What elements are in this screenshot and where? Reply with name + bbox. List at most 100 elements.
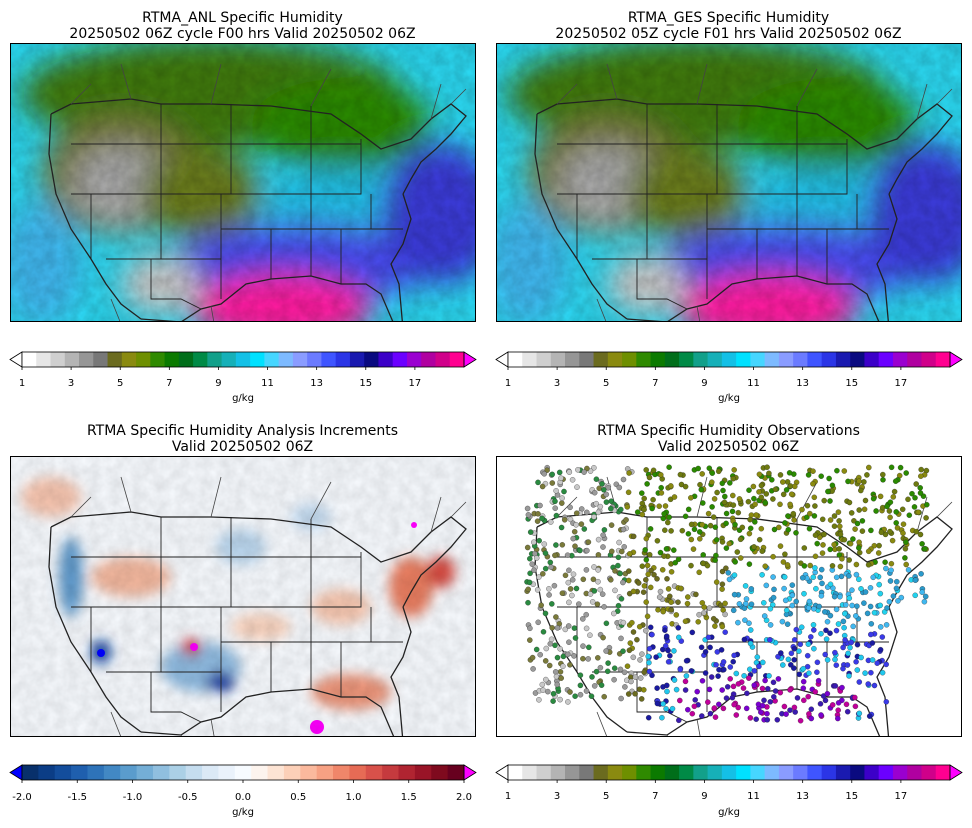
observation-dot: [709, 504, 715, 510]
observation-dot: [890, 593, 897, 599]
colorbar-swatch: [878, 765, 894, 780]
colorbar-swatch: [579, 765, 595, 780]
observation-dot: [816, 603, 822, 610]
observation-dot: [702, 649, 709, 655]
colorbar-swatch: [593, 352, 609, 367]
observation-dot: [747, 525, 754, 532]
colorbar-tick-label: 17: [408, 378, 422, 389]
observation-dot: [709, 479, 715, 485]
observation-dot: [675, 625, 682, 631]
colorbar-swatch: [185, 765, 203, 780]
observation-dot: [759, 548, 765, 554]
observation-dot: [618, 635, 624, 642]
observation-dot: [605, 660, 611, 666]
observation-dot: [729, 694, 736, 701]
colorbar-swatch: [664, 352, 680, 367]
observation-dot: [719, 687, 725, 693]
colorbar-swatch: [152, 765, 170, 780]
observation-dot: [659, 714, 665, 721]
observation-dot: [580, 643, 586, 649]
observation-dot: [571, 528, 578, 535]
observation-dot: [580, 655, 586, 662]
colorbar-swatch: [550, 765, 566, 780]
observation-dot: [673, 686, 680, 693]
observation-dot: [827, 630, 833, 636]
observation-dot: [912, 577, 919, 583]
observation-dot: [643, 467, 649, 473]
observation-dot: [699, 678, 706, 684]
observation-dot: [625, 691, 632, 697]
observation-dot: [600, 544, 606, 550]
observation-dot: [552, 498, 558, 505]
observation-dot: [712, 623, 718, 629]
observation-dot: [823, 627, 829, 634]
observation-dot: [557, 669, 564, 675]
observation-dot: [561, 488, 567, 495]
observation-dot: [837, 531, 844, 538]
observation-dot: [731, 572, 738, 578]
observation-dot: [884, 605, 890, 611]
observation-dot: [597, 503, 604, 510]
observation-dot: [535, 479, 541, 486]
observation-dot: [840, 665, 846, 672]
observation-dot: [643, 557, 650, 563]
observation-dot: [837, 563, 844, 570]
observation-dot: [527, 637, 533, 643]
observation-dot: [580, 616, 586, 622]
observation-dot: [722, 629, 728, 635]
observation-dot: [783, 711, 789, 717]
observation-dot: [741, 605, 748, 611]
observation-dot: [893, 585, 900, 592]
observation-dot: [566, 639, 572, 645]
colorbar-swatch: [365, 765, 383, 780]
observation-dot: [531, 567, 537, 573]
observation-dot: [527, 529, 534, 535]
observation-dot: [650, 467, 657, 474]
observation-dot: [566, 599, 572, 606]
colorbar-swatch: [333, 765, 350, 780]
observation-dot: [761, 613, 768, 619]
panel-inc-title-line2: Valid 20250502 06Z: [171, 439, 314, 455]
observation-dot: [767, 699, 774, 705]
colorbar-swatch: [349, 765, 367, 780]
observation-dot: [839, 684, 845, 691]
observation-dot: [685, 706, 691, 713]
observation-dot: [804, 502, 811, 509]
observation-dot: [746, 561, 753, 567]
colorbar-swatch: [307, 352, 322, 367]
observation-dot: [713, 552, 719, 559]
observation-dot: [697, 481, 703, 488]
observation-dot: [847, 540, 854, 547]
observation-dot: [764, 464, 770, 470]
panel-anl-title: RTMA_ANL Specific Humidity 20250502 06Z …: [10, 10, 475, 42]
observation-dot: [726, 576, 733, 583]
observation-dot: [746, 487, 752, 493]
observation-dot: [770, 574, 776, 580]
observation-dot: [777, 543, 784, 549]
observation-dot: [641, 687, 647, 693]
observation-dot: [529, 561, 535, 567]
observation-dot: [903, 470, 909, 476]
colorbar-swatch: [693, 765, 709, 780]
observation-dot: [584, 547, 590, 554]
observation-dot: [740, 685, 747, 691]
observation-dot: [799, 575, 806, 581]
observation-dot: [759, 702, 766, 709]
colorbar-tick-label: 2.0: [456, 792, 472, 803]
observation-dot: [883, 661, 889, 668]
observation-dot: [783, 607, 790, 614]
observation-dot: [626, 470, 632, 476]
observation-dot: [688, 521, 695, 528]
observation-dot: [640, 589, 647, 595]
observation-dot: [531, 539, 537, 545]
observation-dot: [701, 610, 707, 616]
observation-dot: [671, 494, 678, 500]
observation-dot: [561, 517, 568, 523]
colorbar-swatch: [121, 352, 137, 367]
colorbar-swatch: [607, 352, 623, 367]
observation-dot: [634, 636, 640, 643]
observation-dot: [827, 581, 834, 588]
colorbar-swatch: [431, 765, 449, 780]
observation-dot: [621, 544, 627, 550]
observation-dot: [888, 464, 895, 471]
